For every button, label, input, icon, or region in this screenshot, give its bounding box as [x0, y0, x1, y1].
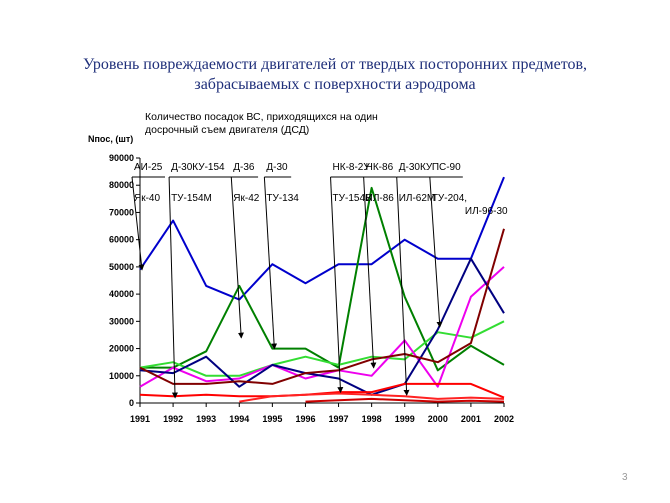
subtitle-line-1: Количество посадок ВС, приходящихся на о… — [145, 111, 378, 123]
series-line-2 — [140, 186, 505, 372]
x-tick-label: 1991 — [130, 414, 150, 424]
annotation-top-label: НК-8-2У — [333, 162, 371, 173]
annotation-top-label: Д-30КУ — [399, 162, 433, 173]
annotation-top-label: Д-36 — [233, 162, 255, 173]
annotation-bottom-label: Як-40 — [134, 193, 160, 204]
annotation-top-label: НК-86 — [366, 162, 394, 173]
annotation-arrow — [363, 176, 377, 369]
annotation-bottom-label: Як-42 — [233, 193, 259, 204]
annotation-bottom-label: ТУ-204, — [432, 193, 467, 204]
annotation-arrow — [168, 176, 178, 399]
y-tick-label: 80000 — [109, 180, 134, 190]
series-line-8 — [239, 392, 505, 403]
x-tick-label: 2001 — [461, 414, 481, 424]
y-tick-label: 40000 — [109, 289, 134, 299]
y-tick-label: 10000 — [109, 371, 134, 381]
series-line-3 — [139, 320, 505, 377]
y-tick-labels: 0 10000 20000 30000 40000 50000 60000 70000 8000… — [109, 153, 134, 408]
y-tick-label: 0 — [129, 398, 134, 408]
x-tick-label: 1998 — [362, 414, 382, 424]
x-tick-label: 1999 — [395, 414, 415, 424]
x-tick-label: 1996 — [295, 414, 315, 424]
annotation-top-label: Д-30 — [266, 162, 288, 173]
y-tick-label: 70000 — [109, 207, 134, 217]
series-lines — [139, 176, 505, 403]
y-axis-label: Nпос, (шт) — [88, 134, 133, 144]
y-tick-label: 50000 — [109, 262, 134, 272]
annotation-bottom-label: ТУ-134 — [266, 193, 299, 204]
annotation-arrow — [429, 176, 443, 328]
chart-subtitle: Количество посадок ВС, приходящихся на о… — [145, 111, 435, 137]
y-tick-label: 90000 — [109, 153, 134, 163]
x-tick-label: 1992 — [163, 414, 183, 424]
annotation-arrow — [131, 176, 145, 271]
x-tick-label: 2002 — [494, 414, 514, 424]
x-tick-label: 2000 — [428, 414, 448, 424]
annotation-arrow — [330, 176, 344, 394]
x-tick-labels: 1991 1992 1993 1994 1995 1996 1997 1998 1999 2000… — [130, 414, 514, 424]
series-line-6 — [139, 228, 505, 385]
slide-number: 3 — [622, 472, 628, 483]
title-line-1: Уровень повреждаемости двигателей от тве… — [82, 56, 588, 73]
annotation-bottom-label: ТУ-154Б — [333, 193, 372, 204]
series-line-1 — [139, 176, 505, 301]
series-line-9 — [305, 397, 505, 403]
y-tick-label: 60000 — [109, 235, 134, 245]
x-tick-label: 1993 — [196, 414, 216, 424]
series-line-7 — [139, 382, 505, 399]
y-tick-label: 30000 — [109, 316, 134, 326]
annotation-bottom-label: ИЛ-96-30 — [465, 206, 508, 217]
annotation-arrow — [396, 176, 410, 396]
x-tick-label: 1995 — [262, 414, 282, 424]
series-line-4 — [139, 266, 505, 388]
title-line-2: забрасываемых с поверхности аэродрома — [194, 76, 476, 93]
annotation-top-label: Д-30КУ-154 — [171, 162, 225, 173]
y-tick-label: 20000 — [109, 344, 134, 354]
annotation-top-label: АИ-25 — [134, 162, 163, 173]
annotation-top-label: ПС-90 — [432, 162, 461, 173]
axes — [136, 157, 505, 407]
subtitle-line-2: досрочный съем двигателя (ДСД) — [145, 124, 310, 136]
annotation-bottom-label: ИЛ-86 — [366, 193, 395, 204]
series-line-5 — [139, 257, 505, 396]
annotation-bottom-label: ТУ-154М — [171, 193, 212, 204]
annotation-bottom-label: ИЛ-62М — [399, 193, 436, 204]
x-tick-label: 1997 — [329, 414, 349, 424]
annotation-arrow — [263, 176, 278, 350]
annotation-arrow — [230, 176, 244, 339]
x-tick-label: 1994 — [229, 414, 249, 424]
slide-title: Уровень повреждаемости двигателей от тве… — [40, 55, 630, 95]
